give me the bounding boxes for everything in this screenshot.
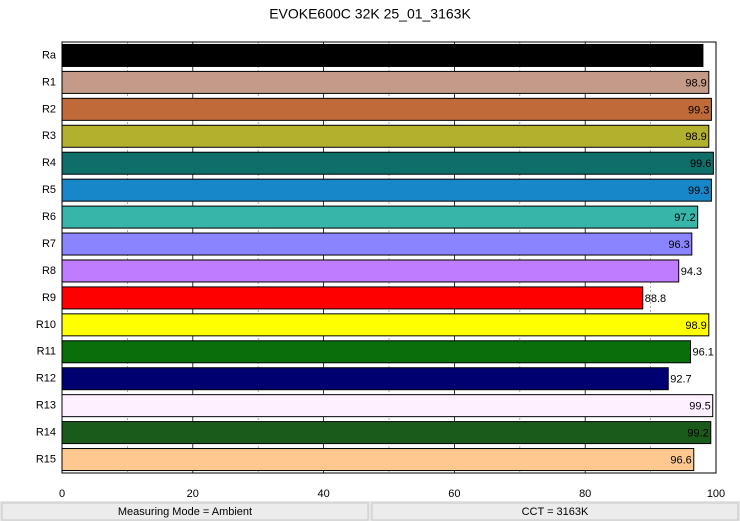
bar — [61, 340, 691, 364]
value-label: 88.8 — [645, 293, 666, 305]
y-tick-label: R12 — [36, 373, 56, 385]
bar — [61, 43, 704, 67]
y-tick-label: R15 — [36, 453, 56, 465]
value-label: 96.3 — [668, 239, 689, 251]
chart-title: EVOKE600C 32K 25_01_3163K — [269, 6, 471, 22]
y-tick-label: R9 — [42, 292, 56, 304]
footer-text: CCT = 3163K — [522, 506, 589, 518]
value-label: 99.5 — [689, 401, 710, 413]
y-tick-label: R7 — [42, 238, 56, 250]
bar — [61, 178, 712, 202]
footer-text: Measuring Mode = Ambient — [118, 506, 252, 518]
y-tick-label: R1 — [42, 76, 56, 88]
bar — [61, 448, 695, 472]
bar — [61, 205, 699, 229]
bar — [61, 151, 714, 175]
plot-frame — [61, 41, 717, 474]
value-label: 94.3 — [681, 266, 702, 278]
y-tick-label: R4 — [42, 157, 56, 169]
bar — [61, 232, 693, 256]
value-label: 99.6 — [690, 158, 711, 170]
y-tick-label: R13 — [36, 400, 56, 412]
y-tick-label: R2 — [42, 103, 56, 115]
value-label: 99.3 — [688, 185, 709, 197]
value-label: 92.7 — [670, 374, 691, 386]
value-label: 96.1 — [692, 347, 713, 359]
y-tick-label: R6 — [42, 211, 56, 223]
footer-box — [371, 502, 739, 521]
value-label: 98.9 — [685, 131, 706, 143]
bar — [61, 97, 712, 121]
y-tick-label: R14 — [36, 427, 56, 439]
y-tick-label: R5 — [42, 184, 56, 196]
x-tick-label: 40 — [317, 488, 329, 500]
x-tick-label: 20 — [187, 488, 199, 500]
value-label: 98.9 — [685, 320, 706, 332]
bar — [61, 421, 712, 445]
value-label: 98.9 — [685, 77, 706, 89]
bar — [61, 259, 680, 283]
x-tick-label: 100 — [707, 488, 725, 500]
x-tick-label: 60 — [448, 488, 460, 500]
x-tick-label: 0 — [59, 488, 65, 500]
y-tick-label: R11 — [37, 346, 56, 358]
bar — [61, 286, 644, 310]
y-tick-label: Ra — [42, 49, 57, 61]
y-tick-label: R10 — [36, 319, 56, 331]
x-tick-label: 80 — [579, 488, 591, 500]
bar — [61, 70, 710, 94]
bar — [61, 394, 714, 418]
footer-box — [1, 502, 369, 521]
value-label: 96.6 — [670, 454, 691, 466]
bar — [61, 367, 669, 391]
value-label: 99.2 — [687, 428, 708, 440]
value-label: 98.0 — [679, 50, 700, 62]
value-label: 97.2 — [674, 212, 695, 224]
y-tick-label: R8 — [42, 265, 56, 277]
bar — [61, 124, 710, 148]
value-label: 99.3 — [688, 104, 709, 116]
bar — [61, 313, 710, 337]
y-tick-label: R3 — [42, 130, 56, 142]
